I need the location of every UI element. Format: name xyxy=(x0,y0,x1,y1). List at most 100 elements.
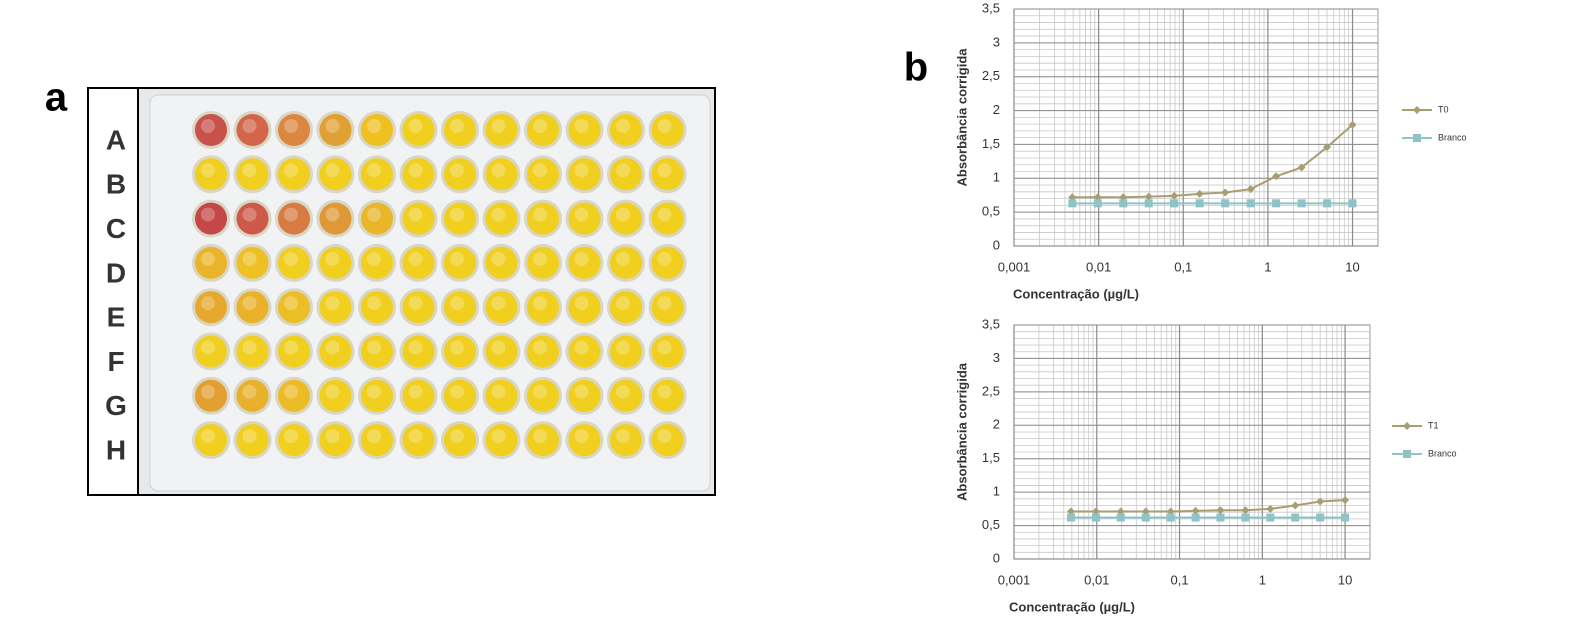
x-tick-label: 0,001 xyxy=(998,259,1031,274)
well-shine xyxy=(450,340,464,355)
marker xyxy=(1272,199,1281,208)
well xyxy=(278,202,310,235)
well xyxy=(651,158,684,191)
well xyxy=(236,158,269,191)
well-shine xyxy=(367,119,381,133)
well xyxy=(610,291,642,324)
series-line xyxy=(1072,124,1354,199)
well xyxy=(195,246,227,279)
y-tick-label: 1 xyxy=(993,484,1000,499)
x-tick-label: 10 xyxy=(1345,259,1359,274)
well xyxy=(568,202,601,235)
well-shine xyxy=(284,340,298,355)
well-shine xyxy=(533,251,547,266)
well-shine xyxy=(574,163,589,178)
well xyxy=(651,335,684,368)
well xyxy=(651,246,684,279)
well-shine xyxy=(616,119,630,133)
row-label: E xyxy=(107,302,126,333)
well xyxy=(610,335,642,368)
well-shine xyxy=(284,429,298,444)
well xyxy=(402,202,435,235)
marker xyxy=(1246,185,1255,194)
well xyxy=(195,158,227,191)
well-shine xyxy=(616,429,630,444)
marker xyxy=(1316,513,1325,522)
well-shine xyxy=(491,384,506,399)
well-shine xyxy=(616,163,630,178)
well-shine xyxy=(284,384,298,399)
wells xyxy=(192,111,687,460)
well-shine xyxy=(201,207,215,222)
well xyxy=(527,158,559,191)
marker xyxy=(1116,507,1125,516)
well xyxy=(402,291,435,324)
well-shine xyxy=(450,429,464,444)
well-shine xyxy=(450,119,464,133)
row-label: C xyxy=(106,213,126,244)
well xyxy=(527,246,559,279)
well-shine xyxy=(574,296,589,311)
well-shine xyxy=(367,163,381,178)
well-shine xyxy=(201,251,215,266)
y-tick-label: 3 xyxy=(993,34,1000,49)
marker xyxy=(1272,172,1281,181)
well xyxy=(527,379,559,412)
marker xyxy=(1291,513,1300,522)
well xyxy=(568,424,601,457)
well xyxy=(361,158,393,191)
y-tick-label: 0,5 xyxy=(982,204,1000,219)
marker xyxy=(1195,199,1204,208)
well xyxy=(236,424,269,457)
well-shine xyxy=(574,340,589,355)
marker xyxy=(1119,199,1128,208)
well-shine xyxy=(450,207,464,222)
well-shine xyxy=(616,384,630,399)
well-shine xyxy=(657,119,672,133)
y-tick-label: 0,5 xyxy=(982,517,1000,532)
y-tick-label: 1,5 xyxy=(982,450,1000,465)
well xyxy=(568,158,601,191)
well-shine xyxy=(408,251,423,266)
marker xyxy=(1093,193,1102,202)
marker xyxy=(1216,513,1225,522)
well-shine xyxy=(284,207,298,222)
well-shine xyxy=(284,163,298,178)
well xyxy=(610,158,642,191)
x-tick-label: 0,01 xyxy=(1086,259,1111,274)
marker xyxy=(1068,193,1077,202)
well-shine xyxy=(325,163,340,178)
well-shine xyxy=(408,163,423,178)
well xyxy=(236,335,269,368)
well xyxy=(361,379,393,412)
marker xyxy=(1266,504,1275,513)
y-tick-label: 2 xyxy=(993,102,1000,117)
well-shine xyxy=(491,251,506,266)
well xyxy=(319,424,352,457)
well xyxy=(485,202,518,235)
well-shine xyxy=(201,296,215,311)
well-shine xyxy=(491,163,506,178)
well-shine xyxy=(533,429,547,444)
marker xyxy=(1141,513,1150,522)
well xyxy=(319,158,352,191)
well-shine xyxy=(284,119,298,133)
legend-marker xyxy=(1403,450,1411,458)
row-label: H xyxy=(106,434,126,465)
x-tick-label: 0,1 xyxy=(1171,572,1189,587)
x-tick-label: 0,01 xyxy=(1084,572,1109,587)
marker xyxy=(1191,506,1200,515)
well xyxy=(361,424,393,457)
marker xyxy=(1166,507,1175,516)
well-shine xyxy=(408,207,423,222)
x-tick-label: 1 xyxy=(1259,572,1266,587)
well xyxy=(527,114,559,146)
well xyxy=(195,335,227,368)
marker xyxy=(1297,163,1306,172)
x-tick-label: 10 xyxy=(1338,572,1352,587)
well-shine xyxy=(201,429,215,444)
well xyxy=(361,291,393,324)
well-shine xyxy=(491,429,506,444)
well xyxy=(236,291,269,324)
well xyxy=(568,379,601,412)
